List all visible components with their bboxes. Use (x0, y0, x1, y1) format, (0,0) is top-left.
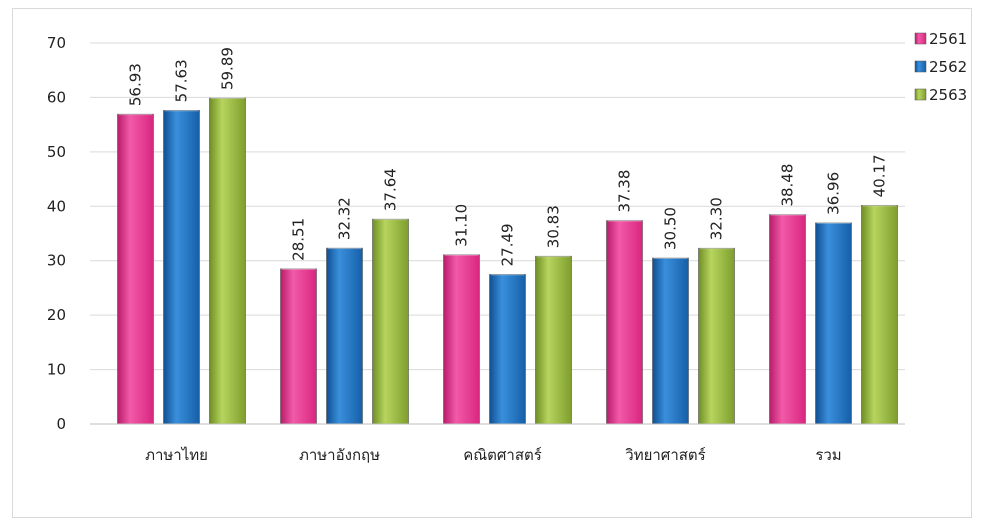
bar-cap (607, 217, 642, 222)
bar-cap (373, 216, 408, 221)
bar (606, 220, 643, 425)
y-tick-label: 30 (47, 252, 66, 270)
bar (326, 247, 363, 425)
bar (698, 247, 735, 425)
data-label: 37.64 (382, 168, 400, 211)
y-tick-label: 50 (47, 143, 66, 161)
bar (861, 205, 898, 425)
bar-cap (653, 254, 688, 259)
axes: 0 10 20 30 40 50 60 70 ภาษาไทย ภาษาอังกฤษ คณิตศาสต… (47, 34, 905, 464)
y-tick-label: 10 (47, 361, 66, 379)
bar-cap (862, 202, 897, 207)
y-tick-label: 20 (47, 306, 66, 324)
data-label: 28.51 (290, 218, 308, 261)
legend-label: 2563 (929, 86, 967, 104)
bar (535, 255, 572, 425)
bar-cap (444, 251, 479, 256)
y-tick-label: 0 (56, 415, 66, 433)
bar (372, 218, 409, 425)
bar (209, 97, 246, 425)
legend-swatch (914, 32, 927, 45)
bar (280, 268, 317, 425)
bar (117, 113, 154, 425)
y-tick-label: 70 (47, 34, 66, 52)
data-label: 57.63 (173, 59, 191, 102)
legend-label: 2562 (929, 58, 967, 76)
legend-swatch (914, 88, 927, 101)
x-category-label: ภาษาอังกฤษ (299, 446, 380, 464)
legend-label: 2561 (929, 30, 967, 48)
x-category-label: คณิตศาสตร์ (463, 446, 542, 464)
y-tick-label: 40 (47, 197, 66, 215)
data-label: 32.32 (336, 197, 354, 240)
bar (163, 110, 200, 425)
bar (815, 222, 852, 425)
data-label: 30.83 (545, 205, 563, 248)
bar (652, 257, 689, 425)
y-tick-label: 60 (47, 88, 66, 106)
bar-cap (327, 245, 362, 250)
bar-cap (536, 253, 571, 258)
bar-cap (770, 211, 805, 216)
data-label: 40.17 (871, 154, 889, 197)
bars (117, 95, 898, 425)
x-category-label: วิทยาศาสตร์ (625, 446, 706, 464)
x-category-label: รวม (815, 446, 841, 464)
data-labels: 56.93 57.63 59.89 28.51 32.32 37.64 31.10 27.49… (127, 47, 889, 266)
data-label: 37.38 (616, 170, 634, 213)
bar-cap (490, 271, 525, 276)
data-label: 32.30 (708, 197, 726, 240)
bar-cap (118, 111, 153, 116)
bar-cap (210, 95, 245, 100)
x-category-label: ภาษาไทย (145, 446, 208, 464)
bar (443, 254, 480, 425)
data-label: 59.89 (219, 47, 237, 90)
bar (769, 214, 806, 425)
data-label: 56.93 (127, 63, 145, 106)
legend-swatch (914, 60, 927, 73)
data-label: 36.96 (825, 172, 843, 215)
bar-cap (164, 107, 199, 112)
data-label: 38.48 (779, 164, 797, 207)
bar-cap (816, 219, 851, 224)
data-label: 31.10 (453, 204, 471, 247)
legend: 2561 2562 2563 (914, 30, 967, 104)
bar-cap (281, 265, 316, 270)
data-label: 30.50 (662, 207, 680, 250)
bar (489, 274, 526, 425)
data-label: 27.49 (499, 223, 517, 266)
bar-cap (699, 245, 734, 250)
